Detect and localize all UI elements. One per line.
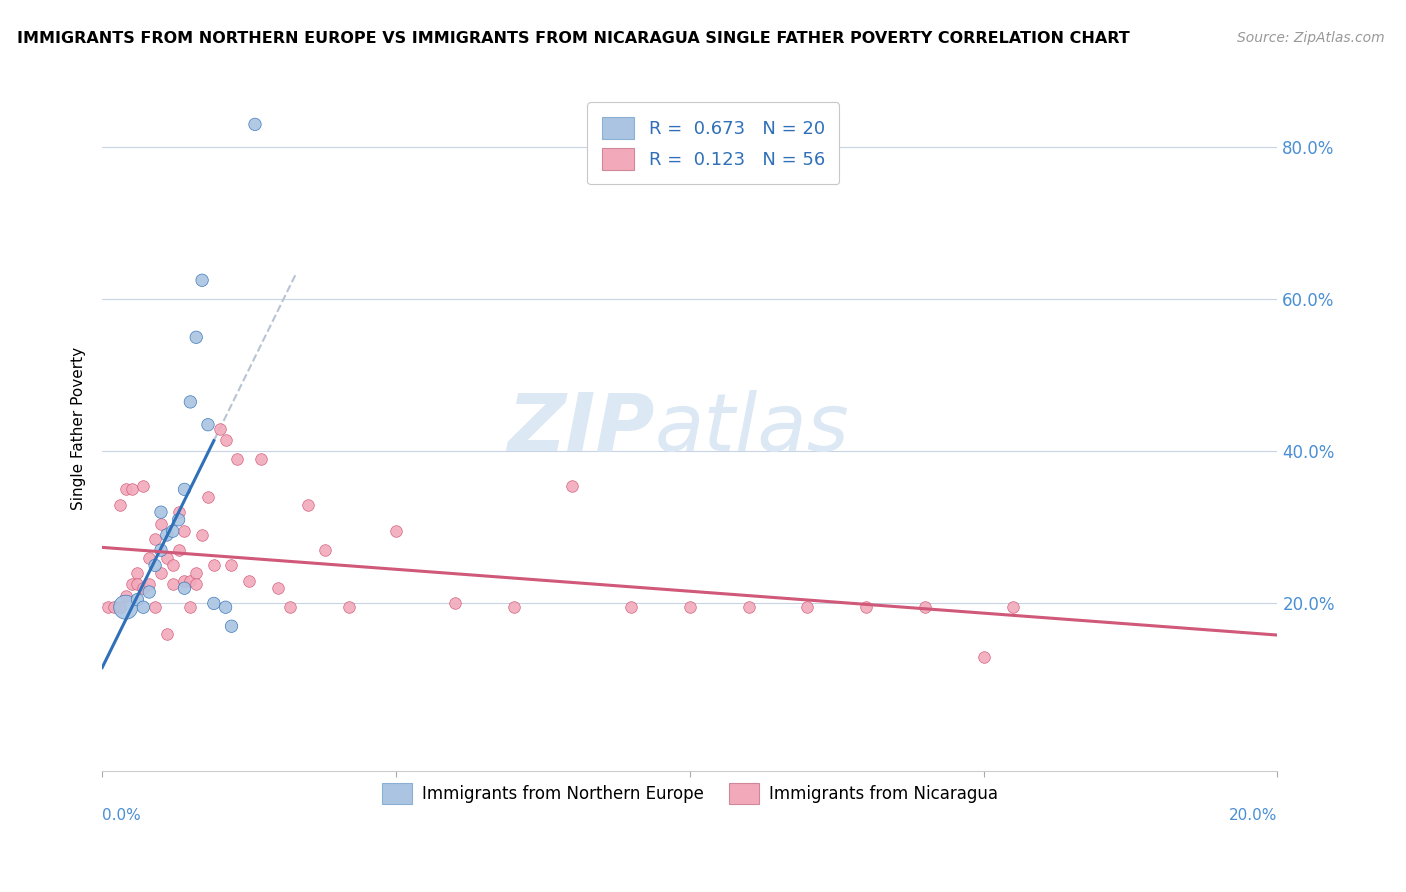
Point [108,498,131,512]
Point [173,524,195,538]
Point [297,498,319,512]
Point [243,117,266,131]
Point [973,649,995,664]
Point [315,543,337,558]
Point [208,421,231,435]
Point [191,273,214,287]
Point [385,524,408,538]
Point [179,395,201,409]
Point [267,581,290,595]
Point [121,577,143,591]
Point [620,600,643,615]
Point [337,600,360,615]
Point [250,452,273,467]
Point [132,581,155,595]
Point [108,600,131,615]
Point [143,558,166,573]
Point [221,558,243,573]
Point [221,619,243,633]
Text: IMMIGRANTS FROM NORTHERN EUROPE VS IMMIGRANTS FROM NICARAGUA SINGLE FATHER POVER: IMMIGRANTS FROM NORTHERN EUROPE VS IMMIG… [17,31,1129,46]
Point [149,566,172,580]
Point [173,581,195,595]
Point [1001,600,1024,615]
Text: atlas: atlas [655,390,849,467]
Point [114,600,136,615]
Point [173,574,195,588]
Text: Source: ZipAtlas.com: Source: ZipAtlas.com [1237,31,1385,45]
Point [186,330,208,344]
Text: ZIP: ZIP [508,390,655,467]
Point [121,483,143,497]
Point [132,478,155,492]
Point [143,600,166,615]
Point [186,577,208,591]
Point [561,478,583,492]
Point [156,550,179,565]
Point [226,452,249,467]
Point [191,528,214,542]
Point [97,600,120,615]
Point [138,577,160,591]
Point [914,600,936,615]
Point [114,589,136,603]
Point [737,600,759,615]
Point [202,558,225,573]
Point [138,585,160,599]
Point [443,596,465,610]
Point [679,600,702,615]
Point [162,524,184,538]
Point [162,577,184,591]
Point [278,600,301,615]
Point [127,592,149,607]
Text: 20.0%: 20.0% [1229,808,1278,823]
Point [186,566,208,580]
Point [202,596,225,610]
Text: 0.0%: 0.0% [103,808,141,823]
Point [197,490,219,504]
Point [149,516,172,531]
Point [103,600,125,615]
Point [143,532,166,546]
Point [156,528,179,542]
Point [197,417,219,432]
Legend: Immigrants from Northern Europe, Immigrants from Nicaragua: Immigrants from Northern Europe, Immigra… [375,777,1004,810]
Point [502,600,524,615]
Point [214,433,236,447]
Point [167,505,190,519]
Point [138,550,160,565]
Point [214,600,236,615]
Point [179,574,201,588]
Point [156,627,179,641]
Point [167,513,190,527]
Point [127,566,149,580]
Point [162,558,184,573]
Point [173,483,195,497]
Point [149,505,172,519]
Point [855,600,877,615]
Point [796,600,818,615]
Point [114,483,136,497]
Point [127,577,149,591]
Point [179,600,201,615]
Point [132,600,155,615]
Point [238,574,260,588]
Point [149,543,172,558]
Point [167,543,190,558]
Y-axis label: Single Father Poverty: Single Father Poverty [72,347,86,510]
